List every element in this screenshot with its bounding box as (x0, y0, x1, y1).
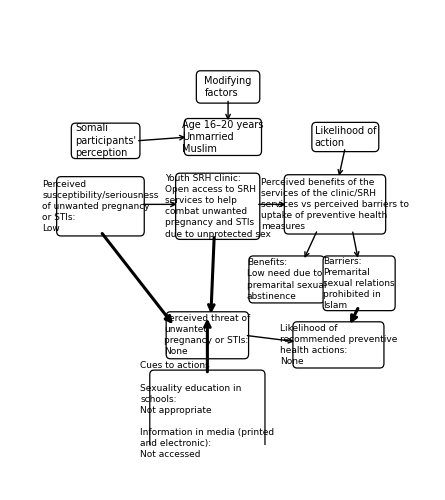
FancyBboxPatch shape (312, 122, 379, 152)
FancyBboxPatch shape (323, 256, 395, 310)
FancyBboxPatch shape (284, 174, 386, 234)
FancyBboxPatch shape (166, 312, 249, 359)
FancyBboxPatch shape (196, 71, 260, 103)
Text: Somali
participants'
perception: Somali participants' perception (75, 124, 136, 158)
Text: Cues to actions

Sexuality education in
schools:
Not appropriate

Information in: Cues to actions Sexuality education in s… (140, 362, 275, 459)
FancyBboxPatch shape (150, 370, 265, 450)
Text: Perceived
susceptibility/seriousness
of unwanted pregnancy
or STIs:
Low: Perceived susceptibility/seriousness of … (42, 180, 159, 233)
Text: Perceived benefits of the
services of the clinic/SRH
services vs perceived barri: Perceived benefits of the services of th… (261, 178, 409, 231)
FancyBboxPatch shape (71, 123, 140, 158)
Text: Perceived threat of
unwanted
pregnancy or STIs:
None: Perceived threat of unwanted pregnancy o… (164, 314, 251, 356)
FancyBboxPatch shape (249, 256, 324, 303)
FancyBboxPatch shape (184, 118, 262, 156)
Text: Modifying
factors: Modifying factors (204, 76, 252, 98)
Text: Barriers:
Premarital
sexual relations
prohibited in
Islam: Barriers: Premarital sexual relations pr… (324, 256, 395, 310)
FancyBboxPatch shape (176, 173, 260, 240)
Text: Likelihood of
recommended preventive
health actions:
None: Likelihood of recommended preventive hea… (280, 324, 397, 366)
FancyBboxPatch shape (293, 322, 384, 368)
Text: Likelihood of
action: Likelihood of action (315, 126, 376, 148)
Text: Benefits:
Low need due to
premarital sexual
abstinence: Benefits: Low need due to premarital sex… (247, 258, 327, 300)
FancyBboxPatch shape (57, 176, 144, 236)
Text: Age 16–20 years
Unmarried
Muslim: Age 16–20 years Unmarried Muslim (182, 120, 263, 154)
Text: Youth SRH clinic:
Open access to SRH
services to help
combat unwanted
pregnancy : Youth SRH clinic: Open access to SRH ser… (165, 174, 271, 238)
